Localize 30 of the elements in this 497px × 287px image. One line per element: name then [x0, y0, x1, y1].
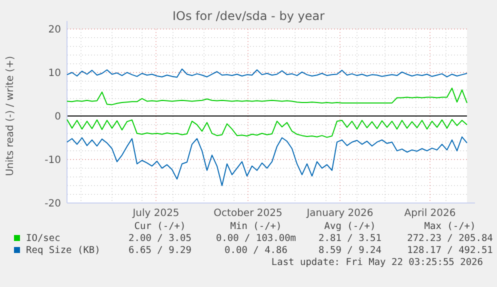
chart-title: IOs for /dev/sda - by year — [172, 9, 325, 23]
line-series — [66, 88, 468, 106]
text: 2.00 / 3.05 — [128, 233, 192, 244]
y-tick-label: -10 — [44, 155, 61, 166]
y-tick-label: -20 — [44, 198, 61, 210]
text: 2.81 / 3.51 — [318, 233, 382, 244]
y-axis-title: Units read (-) / write (+) — [5, 56, 16, 176]
x-tick-label: April 2026 — [404, 208, 456, 219]
legend-label: Req Size (KB) — [26, 245, 100, 256]
text: Max (-/+) — [424, 221, 476, 232]
text: Cur (-/+) — [134, 221, 186, 232]
line-series — [66, 68, 468, 78]
text: Avg (-/+) — [324, 221, 376, 232]
text: Min (-/+) — [230, 221, 282, 232]
text: 8.59 / 9.24 — [318, 245, 382, 256]
line-series — [66, 136, 468, 186]
text: 128.17 / 492.51 — [407, 245, 494, 256]
text: 0.00 / 4.86 — [224, 245, 288, 256]
y-tick-label: 0 — [54, 112, 61, 122]
x-tick-label: July 2025 — [132, 208, 180, 219]
text: 272.23 / 205.84 — [407, 233, 494, 244]
text: 0.00 / 103.00m — [216, 233, 296, 244]
line-series — [66, 118, 468, 138]
x-tick-label: January 2026 — [306, 208, 374, 219]
x-tick-label: October 2025 — [214, 208, 282, 219]
legend-label: IO/sec — [26, 233, 60, 244]
y-tick-label: 10 — [48, 68, 61, 79]
y-tick-label: 20 — [48, 24, 61, 36]
text: 6.65 / 9.29 — [128, 245, 192, 256]
text: Last update: Fri May 22 03:25:55 2026 — [271, 257, 484, 268]
